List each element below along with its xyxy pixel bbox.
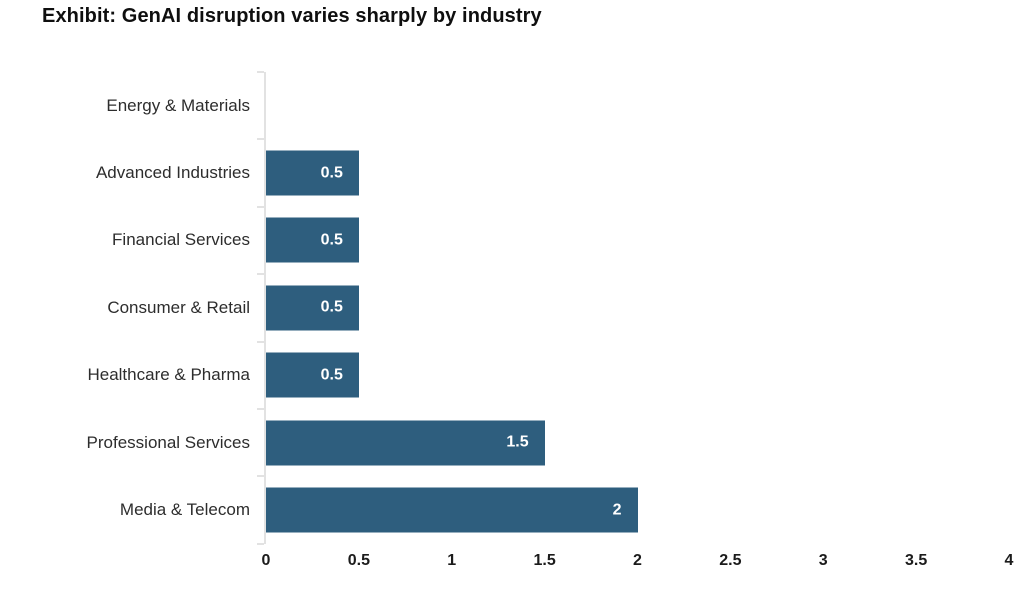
category-label: Financial Services bbox=[112, 230, 250, 250]
plot-cell bbox=[257, 70, 1009, 140]
plot-cell: 1.5 bbox=[257, 407, 1009, 477]
x-tick-label: 1.5 bbox=[533, 552, 556, 569]
bar-row: Healthcare & Pharma 0.5 bbox=[0, 340, 1009, 409]
bar-row: Consumer & Retail 0.5 bbox=[0, 273, 1009, 342]
plot-cell: 0.5 bbox=[257, 273, 1009, 342]
bar: 2 bbox=[266, 487, 638, 533]
category-label: Energy & Materials bbox=[106, 95, 250, 115]
category-label: Consumer & Retail bbox=[107, 297, 250, 317]
plot-cell: 0.5 bbox=[257, 205, 1009, 275]
bar: 0.5 bbox=[266, 285, 359, 331]
bar-value-label: 0.5 bbox=[320, 231, 343, 249]
x-tick-label: 1 bbox=[447, 552, 457, 569]
bar-value-label: 0.5 bbox=[320, 298, 343, 316]
bar-value-label: 0.5 bbox=[320, 366, 343, 384]
x-tick-label: 3.5 bbox=[905, 552, 928, 569]
bar-value-label: 2 bbox=[612, 501, 622, 519]
x-tick-label: 0 bbox=[261, 552, 271, 569]
category-label: Professional Services bbox=[86, 432, 250, 452]
category-label: Healthcare & Pharma bbox=[87, 365, 250, 385]
bar-row: Professional Services 1.5 bbox=[0, 407, 1009, 477]
chart-title: Exhibit: GenAI disruption varies sharply… bbox=[42, 5, 542, 27]
bar: 0.5 bbox=[266, 217, 359, 263]
x-tick-label: 4 bbox=[1004, 552, 1014, 569]
bar-row: Media & Telecom 2 bbox=[0, 475, 1009, 546]
x-tick-label: 2 bbox=[633, 552, 642, 569]
bar: 0.5 bbox=[266, 150, 359, 196]
category-label: Media & Telecom bbox=[119, 500, 250, 520]
bar: 1.5 bbox=[266, 420, 545, 466]
bar-value-label: 1.5 bbox=[506, 433, 529, 451]
bar-row: Energy & Materials bbox=[0, 70, 1009, 140]
plot-cell: 2 bbox=[257, 475, 1009, 546]
bar-rows: Energy & Materials Advanced Industries 0.5… bbox=[0, 70, 1009, 546]
x-tick-label: 0.5 bbox=[347, 552, 370, 569]
x-axis: 0 0.5 1 1.5 2 2.5 3 3.5 4 bbox=[262, 552, 1014, 582]
bar-row: Financial Services 0.5 bbox=[0, 205, 1009, 275]
bar-row: Advanced Industries 0.5 bbox=[0, 138, 1009, 207]
x-tick-label: 2.5 bbox=[719, 552, 742, 569]
category-label: Advanced Industries bbox=[95, 163, 250, 183]
x-tick-label: 3 bbox=[818, 552, 828, 569]
plot-cell: 0.5 bbox=[257, 340, 1009, 409]
bar-value-label: 0.5 bbox=[320, 164, 343, 182]
plot-cell: 0.5 bbox=[257, 138, 1009, 207]
bar: 0.5 bbox=[266, 352, 359, 398]
